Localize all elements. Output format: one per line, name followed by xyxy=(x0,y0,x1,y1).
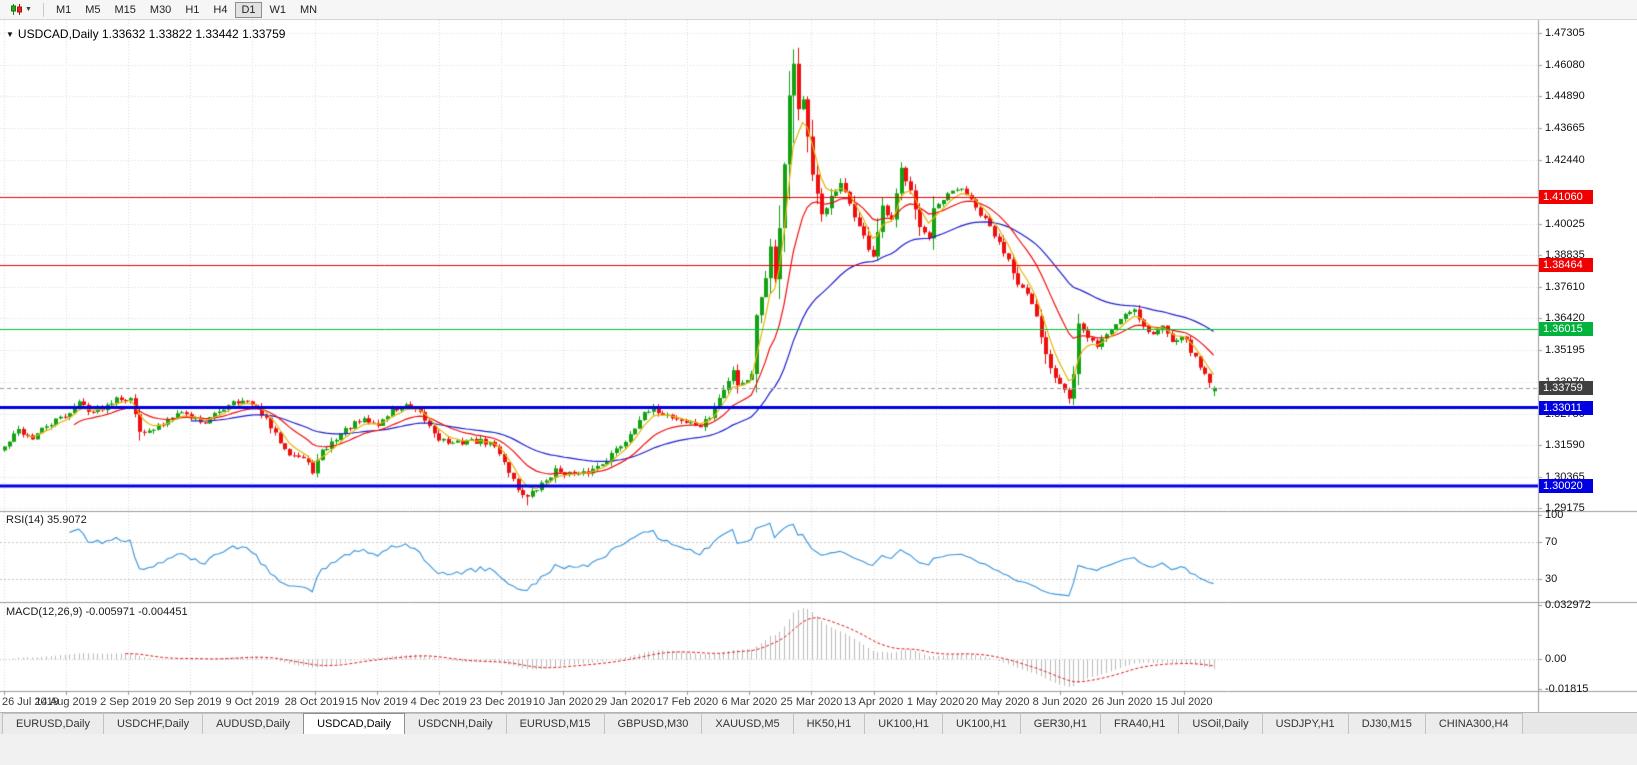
chart-tab-gbpusd-m30[interactable]: GBPUSD,M30 xyxy=(603,713,703,734)
timeframe-button-h4[interactable]: H4 xyxy=(207,2,233,18)
chart-tab-usdcnh-daily[interactable]: USDCNH,Daily xyxy=(404,713,507,734)
timeframe-button-d1[interactable]: D1 xyxy=(235,1,262,18)
chart-tab-dj30-m15[interactable]: DJ30,M15 xyxy=(1347,713,1426,734)
timeframe-button-m1[interactable]: M1 xyxy=(50,2,77,18)
chart-tab-usdjpy-h1[interactable]: USDJPY,H1 xyxy=(1261,713,1349,734)
timeframe-buttons: M1 M5 M15 M30 H1 H4 D1 W1 MN xyxy=(50,1,323,18)
candlestick-chart-icon xyxy=(11,4,22,15)
chart-tab-eurusd-m15[interactable]: EURUSD,M15 xyxy=(505,713,605,734)
chart-tab-fra40-h1[interactable]: FRA40,H1 xyxy=(1099,713,1180,734)
dropdown-caret-icon: ▼ xyxy=(25,5,32,13)
chart-tab-china300-h4[interactable]: CHINA300,H4 xyxy=(1424,713,1523,734)
chart-tab-usdchf-daily[interactable]: USDCHF,Daily xyxy=(102,713,204,734)
timeframe-button-m5[interactable]: M5 xyxy=(79,2,106,18)
chart-tab-uk100-h1[interactable]: UK100,H1 xyxy=(864,713,944,734)
chart-tab-usoil-daily[interactable]: USOil,Daily xyxy=(1178,713,1263,734)
chart-tab-bar: EURUSD,Daily USDCHF,Daily AUDUSD,Daily USDC… xyxy=(0,712,1637,734)
timeframe-button-mn[interactable]: MN xyxy=(294,2,323,18)
timeframe-button-w1[interactable]: W1 xyxy=(264,2,293,18)
window-background xyxy=(0,734,1637,765)
toolbar-separator xyxy=(42,2,44,17)
chart-tab-eurusd-daily[interactable]: EURUSD,Daily xyxy=(2,713,104,734)
chart-canvas[interactable] xyxy=(0,20,1637,712)
timeframe-toolbar: ▼ M1 M5 M15 M30 H1 H4 D1 W1 MN xyxy=(0,0,1637,20)
chart-tab-hk50-h1[interactable]: HK50,H1 xyxy=(792,713,866,734)
timeframe-button-m15[interactable]: M15 xyxy=(109,2,142,18)
chart-tab-xauusd-m5[interactable]: XAUUSD,M5 xyxy=(701,713,794,734)
chart-tab-usdcad-daily[interactable]: USDCAD,Daily xyxy=(303,713,406,734)
timeframe-button-h1[interactable]: H1 xyxy=(179,2,205,18)
chart-type-button[interactable]: ▼ xyxy=(5,2,37,18)
timeframe-button-m30[interactable]: M30 xyxy=(144,2,177,18)
chart-tab-uk100-h1[interactable]: UK100,H1 xyxy=(942,713,1021,734)
chart-window: 1.47305 1.46080 1.44890 1.43665 1.42440 1.400… xyxy=(0,20,1637,712)
chart-tab-ger30-h1[interactable]: GER30,H1 xyxy=(1019,713,1101,734)
chart-tab-audusd-daily[interactable]: AUDUSD,Daily xyxy=(202,713,305,734)
